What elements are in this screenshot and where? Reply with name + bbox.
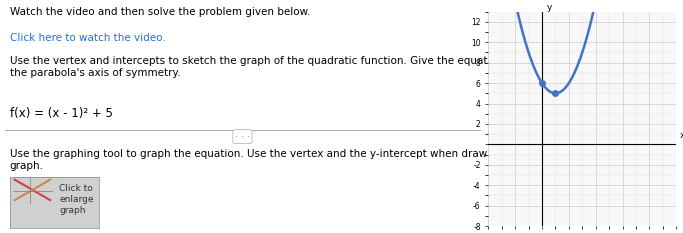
Text: Use the vertex and intercepts to sketch the graph of the quadratic function. Giv: Use the vertex and intercepts to sketch … <box>10 56 521 78</box>
Text: y: y <box>546 3 552 12</box>
Text: x: x <box>680 131 683 140</box>
Text: graph: graph <box>59 206 85 216</box>
Text: Watch the video and then solve the problem given below.: Watch the video and then solve the probl… <box>10 7 310 17</box>
Text: Click to: Click to <box>59 184 93 193</box>
Text: Click here to watch the video.: Click here to watch the video. <box>10 33 165 43</box>
Text: Use the graphing tool to graph the equation. Use the vertex and the y-intercept : Use the graphing tool to graph the equat… <box>10 149 524 171</box>
Text: f(x) = (x - 1)² + 5: f(x) = (x - 1)² + 5 <box>10 107 113 120</box>
Text: enlarge: enlarge <box>59 195 94 204</box>
Text: · · ·: · · · <box>235 132 250 142</box>
